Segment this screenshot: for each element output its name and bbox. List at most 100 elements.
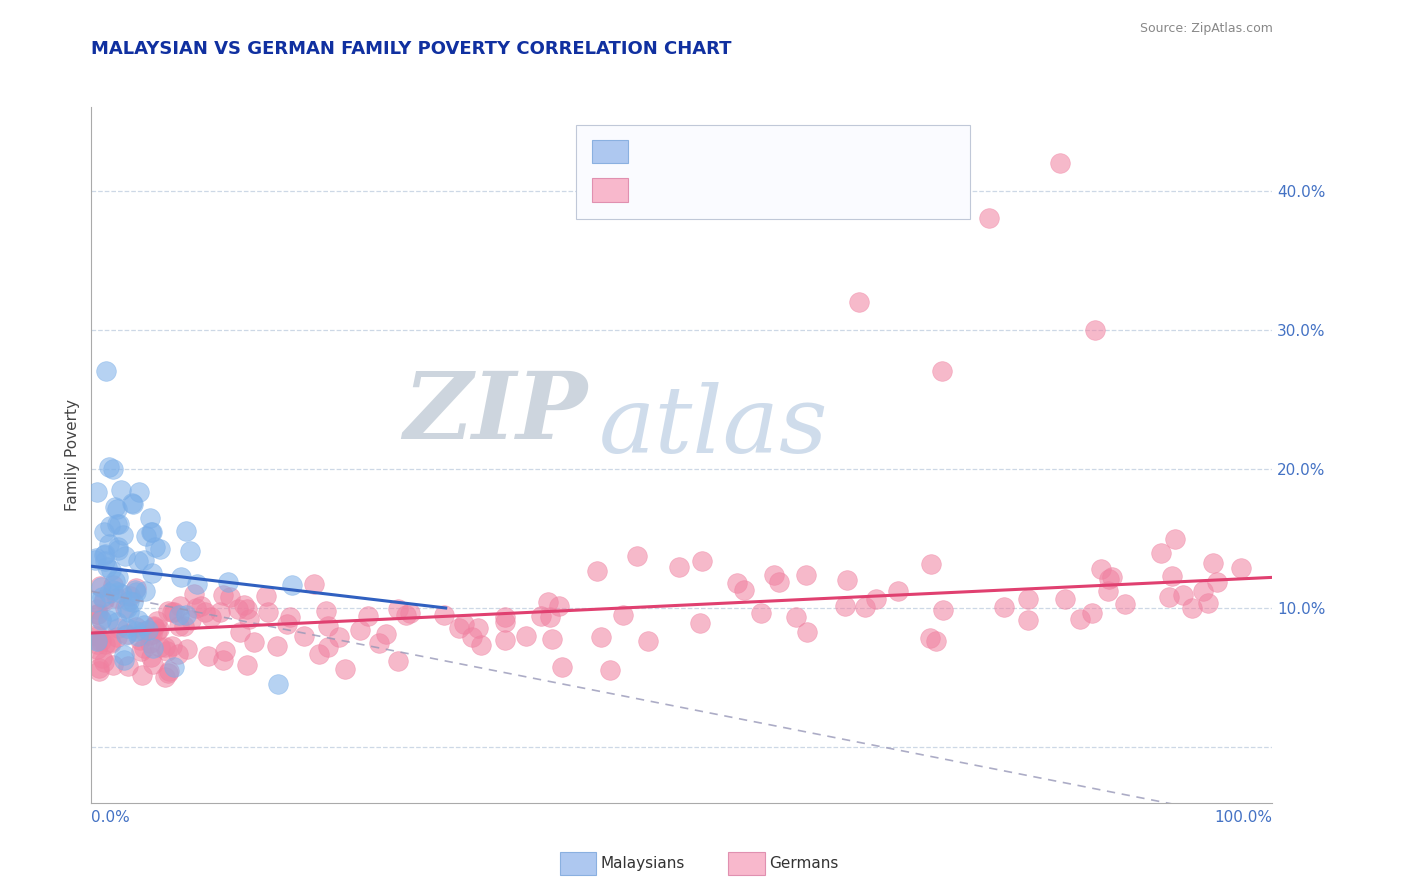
Point [98, 586, 121, 600]
Point [1017, 613, 1039, 627]
Y-axis label: Family Poverty: Family Poverty [65, 399, 80, 511]
Point [749, 606, 772, 620]
Point [794, 568, 817, 582]
Point [111, 587, 134, 601]
Point [453, 617, 475, 632]
Point [837, 573, 859, 587]
Point [167, 647, 190, 661]
Point [387, 654, 409, 668]
Point [105, 517, 128, 532]
Point [1230, 561, 1253, 575]
Point [267, 677, 290, 691]
Point [217, 574, 239, 589]
Point [530, 609, 553, 624]
Point [920, 631, 942, 645]
Point [132, 624, 155, 638]
Point [173, 619, 195, 633]
Point [107, 621, 129, 635]
Point [89, 661, 111, 675]
Point [257, 605, 280, 619]
Point [105, 502, 128, 516]
Point [84, 550, 107, 565]
Point [163, 660, 186, 674]
Point [98, 459, 121, 474]
Point [139, 650, 162, 665]
Point [848, 294, 870, 309]
Point [1206, 575, 1229, 590]
Point [550, 660, 572, 674]
Point [993, 600, 1015, 615]
Text: N =: N = [756, 145, 790, 159]
Point [121, 495, 143, 509]
Text: 100.0%: 100.0% [1215, 810, 1272, 825]
Point [127, 554, 149, 568]
Point [105, 630, 128, 644]
Point [763, 568, 786, 582]
Text: 0.0%: 0.0% [91, 810, 131, 825]
Point [84, 553, 107, 567]
Point [141, 566, 163, 580]
Point [1160, 569, 1182, 583]
Point [1090, 561, 1112, 575]
Point [134, 618, 156, 632]
Point [1202, 557, 1225, 571]
Point [374, 627, 396, 641]
Text: MALAYSIAN VS GERMAN FAMILY POVERTY CORRELATION CHART: MALAYSIAN VS GERMAN FAMILY POVERTY CORRE… [91, 40, 733, 58]
Point [315, 604, 337, 618]
Point [132, 640, 155, 655]
Point [142, 657, 165, 671]
Point [89, 613, 111, 627]
Point [212, 588, 235, 602]
Point [586, 564, 609, 578]
Point [1163, 533, 1185, 547]
Text: atlas: atlas [599, 382, 828, 472]
Point [146, 614, 169, 628]
Point [84, 595, 107, 609]
Point [335, 662, 357, 676]
Point [612, 608, 634, 623]
Point [104, 574, 127, 589]
Point [98, 634, 121, 648]
Point [328, 630, 350, 644]
Point [494, 615, 516, 630]
Point [1159, 590, 1181, 604]
Point [127, 613, 149, 627]
Point [94, 637, 117, 651]
Point [278, 610, 301, 624]
Point [101, 658, 124, 673]
Point [86, 632, 108, 647]
Point [238, 612, 260, 626]
Point [1181, 601, 1204, 615]
Point [156, 644, 179, 658]
Point [785, 610, 807, 624]
Point [117, 658, 139, 673]
Point [977, 211, 1000, 226]
Point [143, 620, 166, 634]
Point [134, 583, 156, 598]
Point [128, 632, 150, 647]
Point [143, 540, 166, 554]
Point [139, 510, 162, 524]
Point [115, 621, 138, 635]
Point [101, 582, 124, 597]
Point [209, 605, 232, 619]
Text: 0.148: 0.148 [682, 183, 730, 197]
Point [121, 497, 143, 511]
Point [86, 633, 108, 648]
Point [146, 624, 169, 639]
Point [86, 629, 108, 643]
Point [194, 605, 217, 619]
Point [243, 635, 266, 649]
Point [1017, 591, 1039, 606]
Point [107, 540, 129, 554]
Point [1081, 606, 1104, 620]
Point [124, 582, 146, 597]
Point [125, 624, 148, 639]
Point [107, 585, 129, 599]
Text: Germans: Germans [769, 856, 838, 871]
Point [349, 624, 371, 638]
Point [170, 570, 193, 584]
Point [433, 607, 456, 622]
Point [139, 636, 162, 650]
Point [167, 608, 190, 623]
